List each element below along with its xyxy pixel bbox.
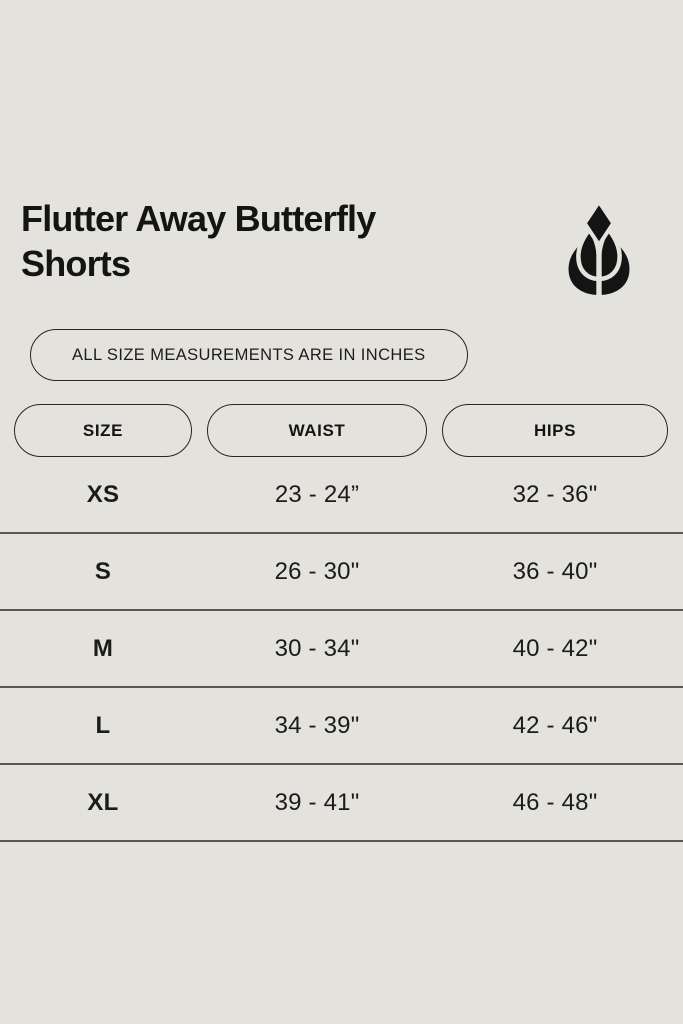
size-value: L: [95, 711, 111, 739]
waist-value: 39 - 41": [274, 788, 360, 816]
table-row-xl: XL 39 - 41" 46 - 48": [0, 765, 683, 842]
hips-value: 32 - 36": [512, 480, 598, 508]
hips-value: 36 - 40": [512, 557, 598, 585]
size-value: XS: [86, 480, 120, 508]
brand-logo: [558, 200, 640, 295]
waist-value: 23 - 24”: [274, 480, 360, 508]
page-title: Flutter Away Butterfly Shorts: [21, 198, 376, 284]
waist-value: 30 - 34": [274, 634, 360, 662]
header: Flutter Away Butterfly Shorts: [0, 0, 683, 295]
column-header-waist: WAIST: [207, 404, 427, 457]
size-value: M: [92, 634, 114, 662]
hips-value: 40 - 42": [512, 634, 598, 662]
size-value: XL: [87, 788, 119, 816]
waist-value: 26 - 30": [274, 557, 360, 585]
table-row-xs: XS 23 - 24” 32 - 36": [0, 457, 683, 534]
column-header-hips: HIPS: [442, 404, 668, 457]
table-row-l: L 34 - 39" 42 - 46": [0, 688, 683, 765]
size-value: S: [94, 557, 112, 585]
column-header-size: SIZE: [14, 404, 192, 457]
hips-value: 46 - 48": [512, 788, 598, 816]
measurement-note-pill: ALL SIZE MEASUREMENTS ARE IN INCHES: [30, 329, 468, 381]
table-header: SIZE WAIST HIPS: [0, 404, 683, 457]
hips-value: 42 - 46": [512, 711, 598, 739]
size-table: XS 23 - 24” 32 - 36" S 26 - 30" 36 - 40"…: [0, 457, 683, 842]
table-row-s: S 26 - 30" 36 - 40": [0, 534, 683, 611]
table-row-m: M 30 - 34" 40 - 42": [0, 611, 683, 688]
lotus-bud-icon: [558, 200, 640, 295]
waist-value: 34 - 39": [274, 711, 360, 739]
